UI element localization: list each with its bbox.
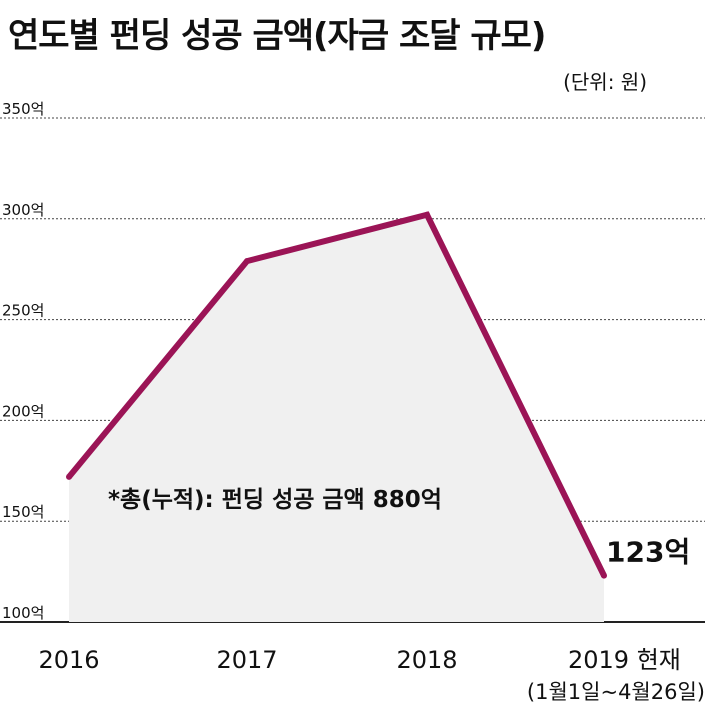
- data-point: [424, 211, 430, 218]
- y-axis-ticks: 100억 150억 200억 250억 300억 350억: [2, 100, 44, 622]
- x-tick-label: 2018: [396, 646, 457, 674]
- y-tick-label: 300억: [2, 201, 44, 219]
- y-tick-label: 350억: [2, 100, 44, 118]
- y-tick-label: 100억: [2, 604, 44, 622]
- unit-label: (단위: 원): [563, 70, 647, 94]
- x-tick-label: 2019 현재: [568, 646, 681, 674]
- period-label: (1월1일~4월26일): [526, 680, 705, 704]
- data-point: [66, 473, 72, 480]
- series-line: [66, 211, 607, 577]
- x-tick-label: 2017: [216, 646, 277, 674]
- y-tick-label: 150억: [2, 503, 44, 521]
- y-tick-label: 250억: [2, 302, 44, 320]
- total-note: *총(누적): 펀딩 성공 금액 880억: [108, 487, 442, 513]
- last-value-label: 123억: [606, 536, 690, 569]
- y-tick-label: 200억: [2, 402, 44, 420]
- x-axis-ticks: 2016 2017 2018 2019 현재: [38, 646, 680, 674]
- data-point: [601, 572, 607, 579]
- data-line: [66, 211, 607, 579]
- data-point: [244, 258, 250, 265]
- chart-title: 연도별 펀딩 성공 금액(자금 조달 규모): [8, 16, 546, 56]
- x-tick-label: 2016: [38, 646, 99, 674]
